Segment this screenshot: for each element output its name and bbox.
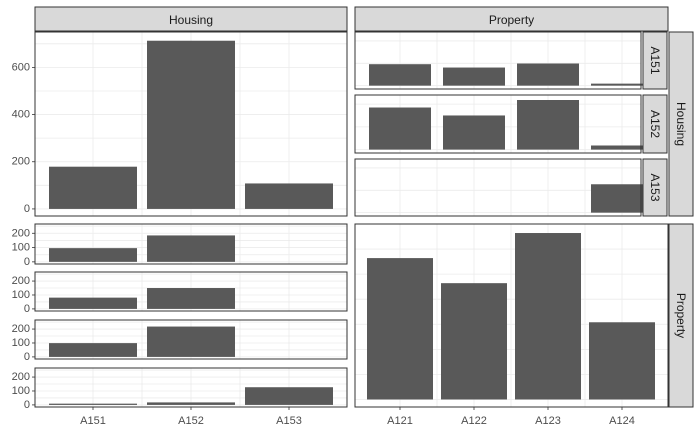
housing-property-0-bar-0: [49, 248, 137, 262]
housing-property-2-y-tick-label-0: 0: [24, 351, 30, 363]
housing-property-1-bar-0: [49, 297, 137, 309]
strip-top-property: [354, 6, 669, 32]
x-right-tick-label-1: A122: [461, 415, 487, 427]
housing-property-1-bar-1: [147, 288, 235, 309]
housing-property-3-bar-2: [245, 387, 333, 405]
strip-right-property: [668, 223, 694, 408]
strip-right-1: [642, 94, 668, 154]
x-right-tick-label-3: A124: [609, 415, 635, 427]
strip-right-label-1: A152: [648, 110, 662, 138]
housing-property-1-y-tick-label-1: 100: [12, 289, 30, 301]
housing-property-2-bar-0: [49, 343, 137, 357]
housing-property-2-bar-1: [147, 326, 235, 357]
housing-counts-y-tick-label-1: 200: [12, 156, 30, 168]
housing-counts-y-tick-label-0: 0: [24, 203, 30, 215]
panel-property-housing-2-border: [354, 158, 642, 217]
property-housing-0-bar-0: [369, 64, 431, 86]
housing-counts-y-tick-label-2: 400: [12, 109, 30, 121]
property-housing-1-bar-1: [443, 115, 505, 150]
strip-right-property-label: Property: [674, 293, 688, 338]
housing-property-1-y-tick-label-2: 200: [12, 275, 30, 287]
panel-housing-property-0-border: [34, 223, 348, 265]
strip-right-0: [642, 31, 668, 90]
x-left-tick-label-1: A152: [178, 415, 204, 427]
property-housing-1-bar-2: [517, 100, 579, 150]
panel-housing-property-2-border: [34, 319, 348, 360]
housing-property-3-bar-1: [147, 402, 235, 405]
housing-property-0-y-tick-label-2: 200: [12, 227, 30, 239]
housing-property-0-y-tick-label-0: 0: [24, 256, 30, 268]
housing-property-2-y-tick-label-2: 200: [12, 323, 30, 335]
strip-right-housing-label: Housing: [674, 102, 688, 146]
panel-property-housing-1-border: [354, 94, 642, 154]
property-housing-0-bar-3: [591, 83, 653, 86]
property-counts-bar-3: [589, 322, 655, 400]
property-counts-bar-0: [367, 258, 433, 400]
housing-property-3-y-tick-label-1: 100: [12, 385, 30, 397]
housing-property-0-bar-1: [147, 235, 235, 262]
housing-counts-bar-1: [147, 40, 235, 209]
housing-property-3-y-tick-label-2: 200: [12, 371, 30, 383]
housing-property-2-y-tick-label-1: 100: [12, 337, 30, 349]
strip-right-label-0: A151: [648, 46, 662, 74]
housing-property-0-y-tick-label-1: 100: [12, 242, 30, 254]
property-housing-0-bar-2: [517, 63, 579, 86]
housing-property-1-y-tick-label-0: 0: [24, 303, 30, 315]
housing-counts-bar-0: [49, 166, 137, 209]
property-housing-1-bar-3: [591, 145, 653, 150]
strip-right-housing: [668, 31, 694, 217]
panel-housing-property-1-border: [34, 271, 348, 312]
property-counts-bar-1: [441, 283, 507, 400]
strip-top-housing-label: Housing: [169, 13, 213, 27]
housing-property-3-bar-0: [49, 403, 137, 405]
x-left-tick-label-0: A151: [80, 415, 106, 427]
housing-counts-y-tick-label-3: 600: [12, 61, 30, 73]
property-counts-bar-2: [515, 233, 581, 400]
panel-property-counts-border: [354, 223, 669, 408]
property-housing-1-bar-0: [369, 107, 431, 150]
strip-top-property-label: Property: [489, 13, 534, 27]
housing-counts-bar-2: [245, 183, 333, 209]
strip-right-label-2: A153: [648, 173, 662, 201]
strip-right-2: [642, 158, 668, 217]
panel-housing-counts-border: [34, 31, 348, 217]
panel-property-housing-0-border: [354, 31, 642, 90]
strip-top-housing: [34, 6, 348, 32]
housing-property-3-y-tick-label-0: 0: [24, 399, 30, 411]
x-left-tick-label-2: A153: [276, 415, 302, 427]
x-right-tick-label-2: A123: [535, 415, 561, 427]
property-housing-0-bar-1: [443, 67, 505, 86]
x-right-tick-label-0: A121: [387, 415, 413, 427]
